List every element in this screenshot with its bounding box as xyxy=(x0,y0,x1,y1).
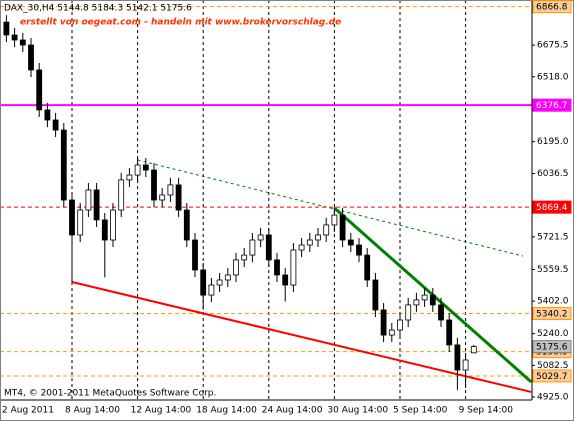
candle-body xyxy=(372,279,379,311)
footer: MT4, © 2001-2011 MetaQuotes Software Cor… xyxy=(4,389,216,399)
candle-body xyxy=(3,21,10,36)
level-box xyxy=(532,307,572,321)
candle-body xyxy=(208,284,215,296)
level-label: 5869.4 xyxy=(536,203,568,213)
candle-body xyxy=(405,304,412,321)
y-tick-label: 5559.5 xyxy=(537,265,569,275)
candle-body xyxy=(77,209,84,236)
y-tick-label: 6195.0 xyxy=(537,137,569,147)
candle-body xyxy=(224,274,231,281)
candle-body xyxy=(167,184,174,196)
candle-body xyxy=(28,44,34,71)
x-tick-label: 30 Aug 14:00 xyxy=(327,406,388,416)
candle-body xyxy=(52,119,59,131)
plot-area xyxy=(1,1,532,400)
candle-body xyxy=(142,164,149,171)
y-tick-label: 6675.5 xyxy=(537,41,569,51)
candle-body xyxy=(413,299,420,306)
trend-line xyxy=(137,159,524,257)
candle-body xyxy=(331,214,338,226)
candle-body xyxy=(110,209,116,241)
y-tick-label: 5082.5 xyxy=(537,361,569,371)
level-label: 6376.7 xyxy=(536,101,568,111)
candle-body xyxy=(356,244,362,256)
candle-body xyxy=(274,259,280,276)
candle-body xyxy=(233,259,239,276)
candle-body xyxy=(454,344,461,371)
y-tick-label: 6036.5 xyxy=(537,169,569,179)
candle-body xyxy=(347,239,354,246)
candle-body xyxy=(282,274,289,286)
candle-body xyxy=(306,239,313,246)
candle-body xyxy=(192,239,198,271)
candle-body xyxy=(339,214,346,241)
candle-body xyxy=(175,184,182,211)
y-tick-label: 5402.0 xyxy=(537,297,569,307)
candle-body xyxy=(290,249,297,286)
last-price-label: 5175.6 xyxy=(536,343,568,353)
candle-body xyxy=(241,254,248,261)
x-tick-label: 24 Aug 14:00 xyxy=(262,406,323,416)
x-tick-label: 8 Aug 14:00 xyxy=(65,406,120,416)
candle-body xyxy=(421,294,428,301)
candle-body xyxy=(429,294,436,306)
candle-body xyxy=(438,304,444,321)
candle-body xyxy=(151,169,157,201)
level-label: 6866.8 xyxy=(536,3,568,13)
candle-body xyxy=(134,164,141,176)
candle-body xyxy=(85,189,92,211)
candle-body xyxy=(11,34,18,41)
candle-body xyxy=(446,319,453,346)
candle-body xyxy=(159,194,166,201)
y-tick-label: 5240.0 xyxy=(537,329,569,339)
candle-body xyxy=(298,244,305,251)
candle-body xyxy=(364,254,371,281)
candle-body xyxy=(388,329,395,336)
y-tick-label: 6518.0 xyxy=(537,72,569,82)
candle-body xyxy=(200,269,207,296)
level-label: 5029.7 xyxy=(536,372,568,382)
candle-body xyxy=(216,279,223,286)
chart-subtitle: erstellt von oegeat.com - handeln mit ww… xyxy=(20,18,341,28)
candle-body xyxy=(60,129,67,201)
x-tick-label: 18 Aug 14:00 xyxy=(196,406,257,416)
x-tick-label: 5 Sep 14:00 xyxy=(393,406,448,416)
candle-body xyxy=(126,174,133,181)
candle-body xyxy=(183,209,190,241)
candle-body xyxy=(44,109,51,121)
candle-body xyxy=(69,199,75,236)
level-label: 5340.2 xyxy=(536,310,568,320)
candle-body xyxy=(93,189,100,221)
candle-body xyxy=(380,309,387,336)
level-box xyxy=(532,200,572,214)
candle-body xyxy=(19,39,26,46)
x-tick-label: 9 Sep 14:00 xyxy=(459,406,514,416)
level-box xyxy=(532,369,572,383)
candle-body xyxy=(470,346,477,354)
candle-body xyxy=(265,234,272,261)
candle-body xyxy=(118,179,125,211)
candle-body xyxy=(101,219,108,241)
candle-body xyxy=(315,234,321,241)
trend-line xyxy=(71,281,532,393)
candle-body xyxy=(462,359,469,371)
candle-body xyxy=(257,234,264,241)
chart-title: DAX_30,H4 5144.8 5184.3 5142.1 5175.6 xyxy=(4,4,192,14)
x-tick-label: 12 Aug 14:00 xyxy=(131,406,192,416)
candle-body xyxy=(36,69,43,111)
candle-body xyxy=(249,239,256,256)
y-tick-label: 4925.0 xyxy=(537,392,569,402)
last-price-box xyxy=(532,340,572,354)
candle-body xyxy=(397,319,403,331)
candle-body xyxy=(323,224,330,236)
y-tick-label: 5721.5 xyxy=(537,232,569,242)
x-tick-label: 2 Aug 2011 xyxy=(2,406,54,416)
level-box xyxy=(532,0,572,14)
level-box xyxy=(532,98,572,112)
